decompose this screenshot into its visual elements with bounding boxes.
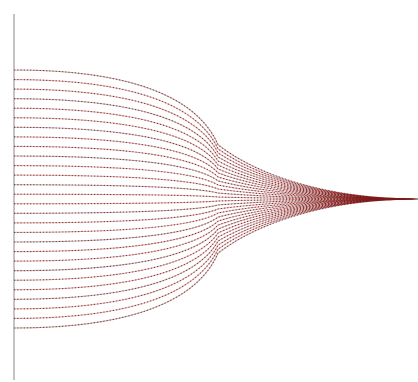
trajectory-lines: [13, 69, 418, 329]
trajectory-dots-25: [13, 198, 418, 300]
trajectory-dots-3: [13, 88, 418, 200]
trajectory-dots-16: [13, 198, 418, 214]
trajectory-dots-1: [13, 69, 418, 200]
trajectory-dots-17: [13, 198, 418, 224]
trajectory-line-27: [13, 198, 418, 319]
trajectory-line-10: [13, 155, 418, 200]
trajectory-dots-8: [13, 136, 418, 200]
trajectory-dots-20: [13, 198, 418, 253]
trajectory-line-11: [13, 165, 418, 200]
trajectory-dots-26: [13, 198, 418, 310]
trajectory-dots-5: [13, 107, 418, 200]
trajectory-line-18: [13, 198, 418, 233]
trajectory-line-21: [13, 198, 418, 262]
trajectory-dots-9: [13, 145, 418, 200]
trajectory-dots-27: [13, 198, 418, 319]
trajectory-dots-2: [13, 79, 418, 200]
trajectory-line-2: [13, 79, 418, 200]
trajectory-line-8: [13, 136, 418, 200]
trajectory-dots-12: [13, 174, 418, 200]
trajectory-dots-22: [13, 198, 418, 272]
trajectory-dots-6: [13, 117, 418, 200]
trajectory-dots-21: [13, 198, 418, 262]
trajectory-dots-28: [13, 198, 418, 329]
trajectory-dots-7: [13, 126, 418, 200]
trajectory-dots-23: [13, 198, 418, 281]
